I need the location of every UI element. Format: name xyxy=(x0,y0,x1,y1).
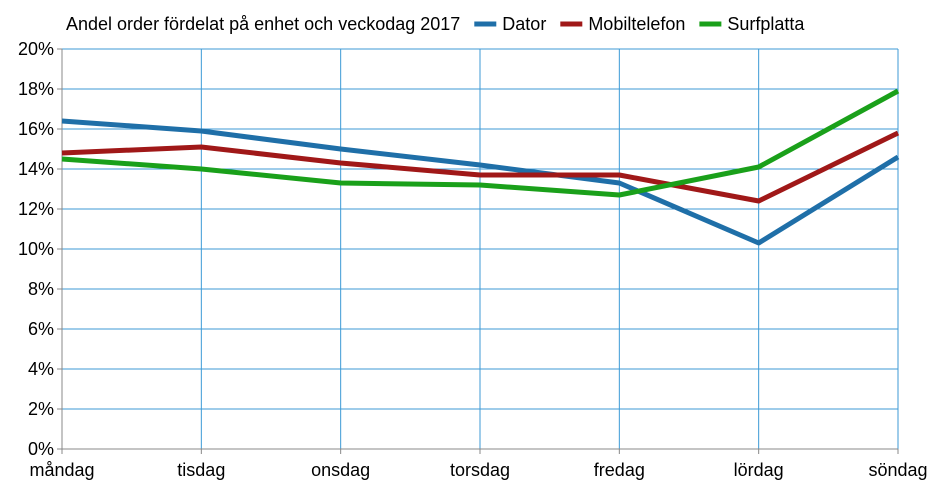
y-tick-label: 4% xyxy=(28,359,54,379)
y-tick-label: 14% xyxy=(18,159,54,179)
y-tick-label: 16% xyxy=(18,119,54,139)
x-tick-label: tisdag xyxy=(177,460,225,480)
x-tick-label: onsdag xyxy=(311,460,370,480)
x-tick-label: lördag xyxy=(734,460,784,480)
grid xyxy=(61,48,899,450)
series-line-dator xyxy=(61,118,900,246)
x-tick-label: torsdag xyxy=(450,460,510,480)
y-tick-label: 0% xyxy=(28,439,54,459)
legend-label-dator: Dator xyxy=(502,14,546,34)
series-line-surfplatta xyxy=(61,88,900,198)
legend: Dator Mobiltelefon Surfplatta xyxy=(474,14,805,34)
legend-label-surfplatta: Surfplatta xyxy=(727,14,805,34)
legend-label-mobiltelefon: Mobiltelefon xyxy=(588,14,685,34)
series-line-mobiltelefon xyxy=(61,130,900,204)
y-tick-label: 20% xyxy=(18,39,54,59)
y-tick-label: 12% xyxy=(18,199,54,219)
chart-title: Andel order fördelat på enhet och veckod… xyxy=(66,14,460,34)
title-legend: Andel order fördelat på enhet och veckod… xyxy=(66,14,805,34)
series-lines xyxy=(61,88,900,246)
x-tick-label: fredag xyxy=(594,460,645,480)
y-tick-label: 8% xyxy=(28,279,54,299)
axes xyxy=(57,48,899,454)
y-tick-label: 2% xyxy=(28,399,54,419)
y-tick-label: 6% xyxy=(28,319,54,339)
x-tick-label: söndag xyxy=(868,460,927,480)
y-tick-label: 18% xyxy=(18,79,54,99)
tick-labels: 0% 2% 4% 6% 8% 10% 12% 14% 16% 18% 20% måndag tisdag… xyxy=(18,39,928,480)
y-tick-label: 10% xyxy=(18,239,54,259)
x-tick-label: måndag xyxy=(29,460,94,480)
